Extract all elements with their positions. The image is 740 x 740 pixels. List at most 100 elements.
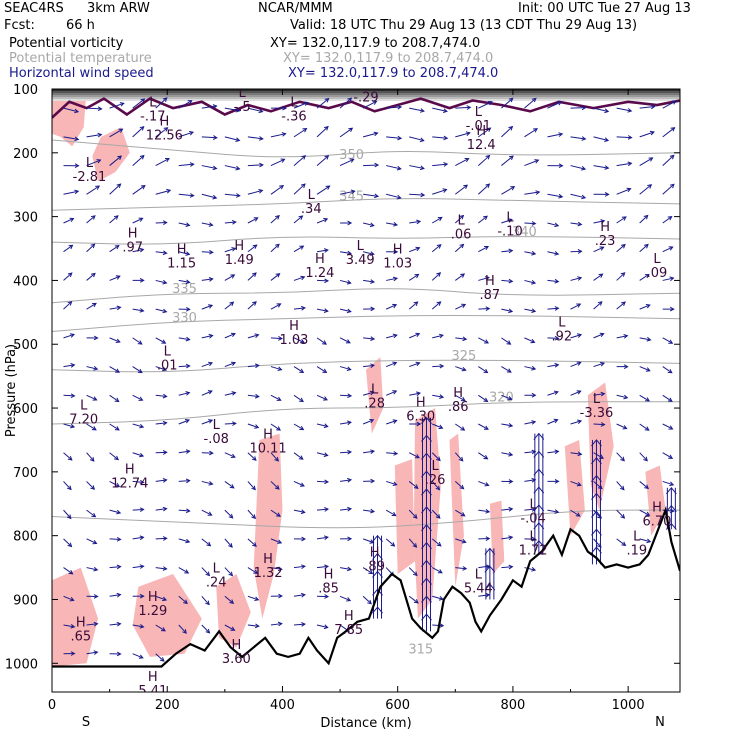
- wind-arrow-head: [139, 154, 145, 160]
- wind-vectors: [63, 97, 677, 662]
- wind-arrow-head: [668, 339, 674, 344]
- wind-arrow-head: [483, 455, 489, 460]
- wind-arrow-shaft: [178, 567, 189, 574]
- wind-arrow-shaft: [386, 136, 402, 139]
- pv-extremum-kind: H: [125, 462, 135, 477]
- wind-arrow-shaft: [224, 362, 236, 368]
- wind-arrow-head: [461, 539, 467, 544]
- wind-arrow-head: [558, 132, 564, 137]
- wind-arrow-head: [301, 305, 306, 311]
- wind-arrow-shaft: [155, 567, 167, 570]
- wind-arrow-head: [646, 538, 652, 544]
- wind-arrow-head: [370, 478, 376, 484]
- wind-arrow-shaft: [63, 107, 79, 113]
- wind-arrow-shaft: [155, 366, 167, 371]
- wind-arrow-shaft: [593, 538, 602, 548]
- wind-arrow-head: [347, 506, 353, 512]
- wind-arrow-head: [392, 481, 398, 486]
- wind-arrow-shaft: [385, 509, 396, 517]
- wind-arrow-shaft: [109, 366, 120, 373]
- wind-arrow-shaft: [501, 337, 511, 345]
- wind-arrow-shaft: [524, 308, 536, 312]
- wind-arrow-head: [231, 247, 237, 252]
- wind-arrow-shaft: [547, 450, 559, 454]
- wind-arrow-shaft: [247, 244, 257, 253]
- wind-arrow-shaft: [432, 217, 443, 224]
- wind-arrow-shaft: [155, 251, 167, 254]
- wind-arrow-shaft: [109, 337, 120, 343]
- wind-arrow-shaft: [478, 509, 490, 513]
- wind-arrow-shaft: [478, 155, 490, 166]
- wind-arrow-shaft: [201, 251, 213, 253]
- wind-arrow-shaft: [86, 107, 102, 110]
- wind-arrow-head: [643, 243, 649, 249]
- wind-arrow-shaft: [616, 452, 625, 462]
- wind-arrow-shaft: [132, 653, 144, 659]
- pv-extremum: H12.56: [146, 115, 183, 144]
- wind-arrow-shaft: [339, 158, 354, 167]
- pv-extremum-value: .26: [425, 473, 446, 488]
- wind-arrow-shaft: [639, 157, 653, 167]
- wind-arrow-shaft: [454, 215, 464, 224]
- wind-arrow-head: [254, 623, 260, 629]
- wind-arrow-head: [508, 308, 514, 314]
- pv-extremum: H5.41: [138, 670, 167, 692]
- wind-arrow-shaft: [478, 215, 488, 224]
- wind-arrow-head: [162, 393, 168, 399]
- pv-extremum-value: 1.49: [225, 253, 254, 268]
- pv-extremum: L.26: [425, 459, 446, 488]
- wind-arrow-head: [279, 184, 285, 190]
- pv-extremum: H.65: [70, 616, 91, 645]
- wind-arrow-head: [669, 481, 675, 487]
- wind-arrow-head: [115, 368, 121, 373]
- pv-extremum: H7.85: [334, 609, 363, 638]
- wind-arrow-shaft: [616, 136, 632, 139]
- wind-arrow-shaft: [478, 246, 489, 253]
- wind-arrow-head: [207, 390, 213, 395]
- wind-arrow-shaft: [86, 623, 98, 626]
- pv-extremum: H.97: [122, 226, 143, 255]
- wind-arrow-shaft: [155, 337, 166, 344]
- wind-arrow-shaft: [339, 97, 352, 109]
- wind-arrow-shaft: [593, 333, 604, 339]
- wind-arrow-shaft: [570, 334, 582, 339]
- wind-arrow-head: [415, 332, 421, 338]
- wind-arrow-head: [139, 125, 145, 131]
- wind-arrow-shaft: [432, 624, 444, 627]
- pv-extremum-value: 3.60: [222, 652, 251, 667]
- wind-arrow-shaft: [132, 185, 146, 195]
- wind-arrow-head: [347, 220, 353, 226]
- wind-arrow-head: [70, 363, 76, 368]
- pv-extremum-kind: H: [476, 124, 486, 139]
- pv-extremum-value: -.08: [204, 432, 229, 447]
- field-xy-pv: XY= 132.0,117.9 to 208.7,474.0: [270, 36, 481, 51]
- pv-extremum-value: -.5: [234, 100, 251, 115]
- wind-arrow-head: [415, 361, 421, 367]
- wind-arrow-head: [323, 423, 329, 429]
- wind-arrow-shaft: [455, 509, 465, 517]
- pv-extremum-kind: H: [370, 545, 380, 560]
- wind-arrow-head: [442, 188, 448, 193]
- wind-arrow-shaft: [293, 594, 305, 597]
- pv-extremum: H1.29: [138, 590, 167, 619]
- y-tick-label: 400: [13, 274, 38, 289]
- wind-arrow-head: [390, 542, 396, 547]
- wind-arrow-head: [367, 599, 372, 605]
- wind-arrow-head: [253, 217, 259, 222]
- pv-extremum-kind: L: [506, 210, 514, 225]
- wind-arrow-head: [346, 566, 352, 572]
- updraft-arrow-head: [421, 613, 432, 621]
- wind-arrow-head: [443, 162, 449, 167]
- pv-extremum-value: 1.72: [519, 543, 548, 558]
- wind-arrow-shaft: [109, 394, 119, 402]
- wind-arrow-head: [598, 273, 604, 278]
- wind-arrow-shaft: [178, 131, 194, 138]
- terrain-line: [52, 506, 680, 668]
- wind-arrow-head: [300, 275, 306, 281]
- pv-extremum-value: 1.03: [280, 333, 309, 348]
- wind-arrow-head: [323, 452, 329, 457]
- wind-arrow-head: [139, 593, 145, 599]
- wind-arrow-shaft: [178, 595, 188, 604]
- wind-arrow-head: [508, 278, 514, 284]
- updraft-arrow-head: [533, 522, 545, 530]
